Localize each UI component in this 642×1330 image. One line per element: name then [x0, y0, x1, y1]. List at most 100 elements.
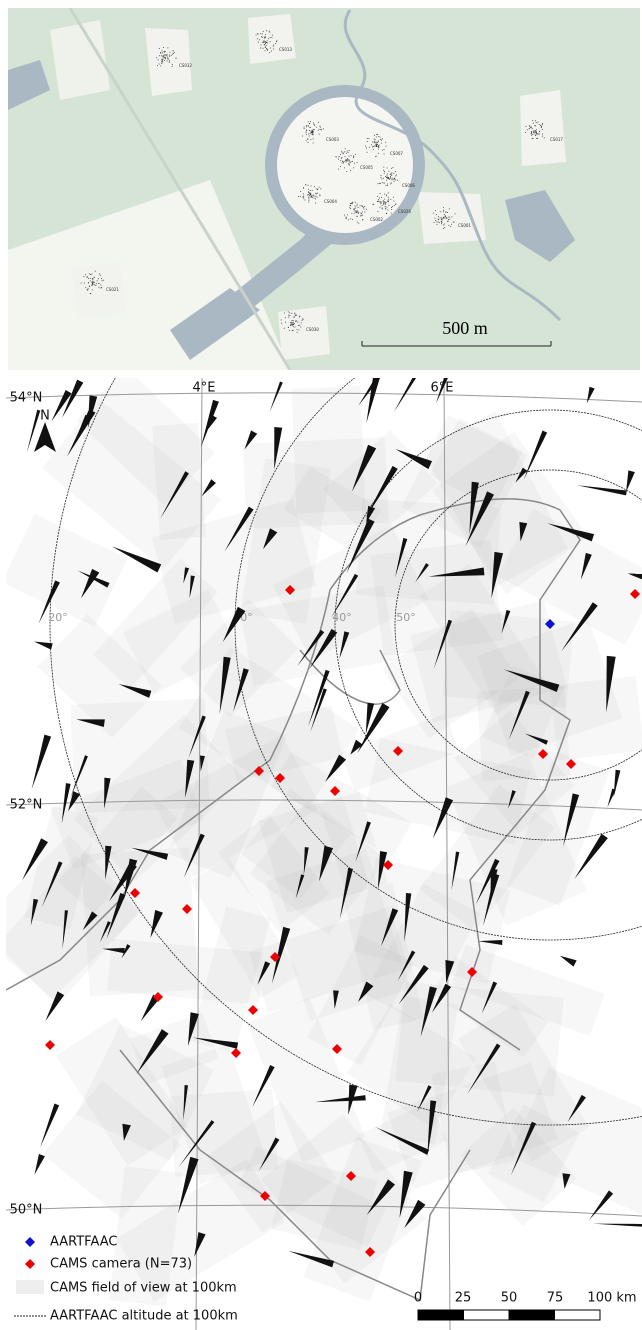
antenna — [308, 142, 309, 143]
antenna — [172, 64, 173, 65]
antenna — [263, 31, 264, 32]
antenna — [441, 222, 442, 223]
antenna — [441, 223, 442, 224]
antenna — [380, 193, 381, 194]
antenna — [347, 158, 348, 159]
antenna — [90, 278, 91, 279]
antenna — [291, 320, 292, 321]
antenna — [453, 222, 454, 223]
antenna — [303, 197, 304, 198]
antenna — [383, 178, 384, 179]
antenna — [300, 196, 301, 197]
antenna — [392, 167, 393, 168]
antenna — [317, 189, 318, 190]
antenna — [365, 146, 366, 147]
antenna — [166, 55, 167, 56]
antenna — [270, 41, 271, 42]
antenna — [451, 216, 452, 217]
antenna — [174, 52, 175, 53]
antenna — [344, 156, 345, 157]
antenna — [362, 212, 363, 213]
antenna — [262, 37, 263, 38]
antenna — [307, 195, 308, 196]
antenna — [342, 163, 343, 164]
antenna — [437, 224, 438, 225]
antenna — [306, 134, 307, 135]
antenna — [271, 37, 272, 38]
antenna — [387, 173, 388, 174]
antenna — [158, 59, 159, 60]
antenna — [265, 34, 266, 35]
antenna — [347, 214, 348, 215]
antenna — [344, 161, 345, 162]
antenna — [315, 198, 316, 199]
antenna — [347, 151, 348, 152]
antenna — [161, 63, 162, 64]
superterp — [277, 97, 413, 233]
antenna — [304, 127, 305, 128]
antenna — [350, 218, 351, 219]
antenna — [394, 178, 395, 179]
antenna — [383, 149, 384, 150]
legend-label: AARTFAAC altitude at 100km — [50, 1309, 238, 1324]
scale-segment — [464, 1310, 510, 1320]
antenna — [92, 282, 93, 283]
antenna — [313, 138, 314, 139]
antenna — [311, 195, 312, 196]
antenna — [157, 65, 158, 66]
antenna — [388, 199, 389, 200]
antenna — [443, 218, 444, 219]
antenna — [311, 185, 312, 186]
antenna — [382, 138, 383, 139]
antenna — [378, 211, 379, 212]
antenna — [385, 142, 386, 143]
antenna — [526, 126, 527, 127]
antenna — [357, 212, 358, 213]
antenna — [393, 200, 394, 201]
antenna — [382, 205, 383, 206]
antenna — [87, 290, 88, 291]
antenna — [433, 222, 434, 223]
antenna — [341, 157, 342, 158]
antenna — [357, 221, 358, 222]
antenna — [93, 281, 94, 282]
antenna — [307, 139, 308, 140]
antenna — [387, 183, 388, 184]
antenna — [535, 135, 536, 136]
antenna — [440, 211, 441, 212]
antenna — [341, 151, 342, 152]
antenna — [531, 133, 532, 134]
antenna — [380, 177, 381, 178]
antenna — [352, 203, 353, 204]
antenna — [385, 176, 386, 177]
antenna — [346, 160, 347, 161]
antenna — [269, 31, 270, 32]
antenna — [391, 174, 392, 175]
antenna — [533, 132, 534, 133]
antenna — [302, 319, 303, 320]
antenna — [537, 133, 538, 134]
antenna — [378, 201, 379, 202]
antenna — [366, 209, 367, 210]
antenna — [98, 287, 99, 288]
field — [520, 90, 566, 166]
antenna — [263, 41, 264, 42]
antenna — [310, 196, 311, 197]
antenna — [88, 288, 89, 289]
antenna — [165, 58, 166, 59]
antenna — [314, 186, 315, 187]
antenna — [310, 121, 311, 122]
lon-label: 6°E — [431, 381, 454, 396]
antenna — [261, 36, 262, 37]
antenna — [531, 135, 532, 136]
antenna — [360, 205, 361, 206]
antenna — [264, 36, 265, 37]
antenna — [381, 143, 382, 144]
antenna — [100, 288, 101, 289]
antenna — [163, 55, 164, 56]
antenna — [443, 210, 444, 211]
antenna — [391, 213, 392, 214]
antenna — [454, 213, 455, 214]
antenna — [319, 187, 320, 188]
antenna — [438, 219, 439, 220]
